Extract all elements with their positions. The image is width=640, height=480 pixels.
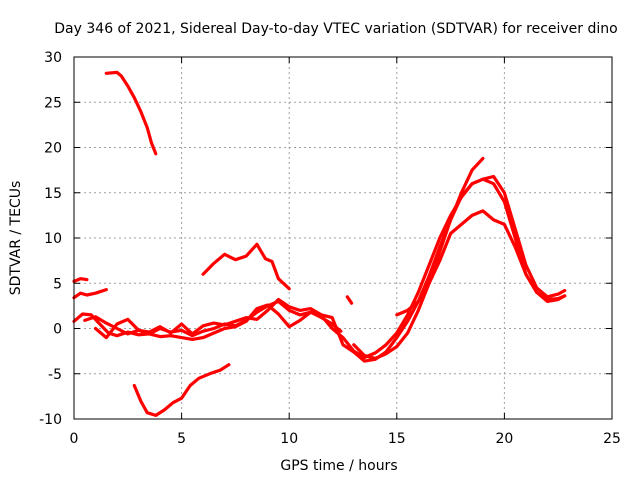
- series-arc-5: [132, 363, 231, 417]
- y-tick-label: 10: [44, 231, 62, 247]
- y-tick-labels: -10 -5 0 5 10 15 20 25 30: [39, 50, 62, 428]
- series-arc-4: [201, 242, 291, 291]
- x-axis-label: GPS time / hours: [280, 458, 397, 474]
- y-axis-label: SDTVAR / TECUs: [8, 181, 24, 296]
- series-arc-10: [395, 209, 567, 317]
- series-arc-6: [345, 295, 354, 305]
- y-tick-label: 30: [44, 50, 62, 66]
- x-tick-label: 5: [177, 431, 186, 447]
- x-tick-label: 25: [603, 431, 621, 447]
- y-tick-label: 5: [53, 276, 62, 292]
- grid-lines: [74, 57, 612, 419]
- y-tick-label: 25: [44, 95, 62, 111]
- data-series: [72, 70, 567, 417]
- x-tick-labels: 0 5 10 15 20 25: [70, 431, 621, 447]
- series-arc-1: [104, 70, 158, 156]
- chart-title: Day 346 of 2021, Sidereal Day-to-day VTE…: [54, 21, 617, 37]
- x-tick-label: 10: [280, 431, 298, 447]
- x-tick-label: 20: [495, 431, 513, 447]
- series-arc-2: [72, 277, 89, 283]
- y-tick-label: -10: [39, 412, 62, 428]
- y-tick-label: 15: [44, 186, 62, 202]
- series-arc-11: [93, 299, 343, 340]
- x-tick-label: 0: [70, 431, 79, 447]
- series-arc-3: [72, 288, 108, 300]
- axis-ticks: [73, 56, 613, 420]
- y-tick-label: -5: [48, 367, 62, 383]
- y-tick-label: 20: [44, 141, 62, 157]
- y-tick-label: 0: [53, 322, 62, 338]
- series-arc-9: [352, 156, 485, 360]
- series-arc-8: [83, 177, 567, 363]
- x-tick-label: 15: [388, 431, 406, 447]
